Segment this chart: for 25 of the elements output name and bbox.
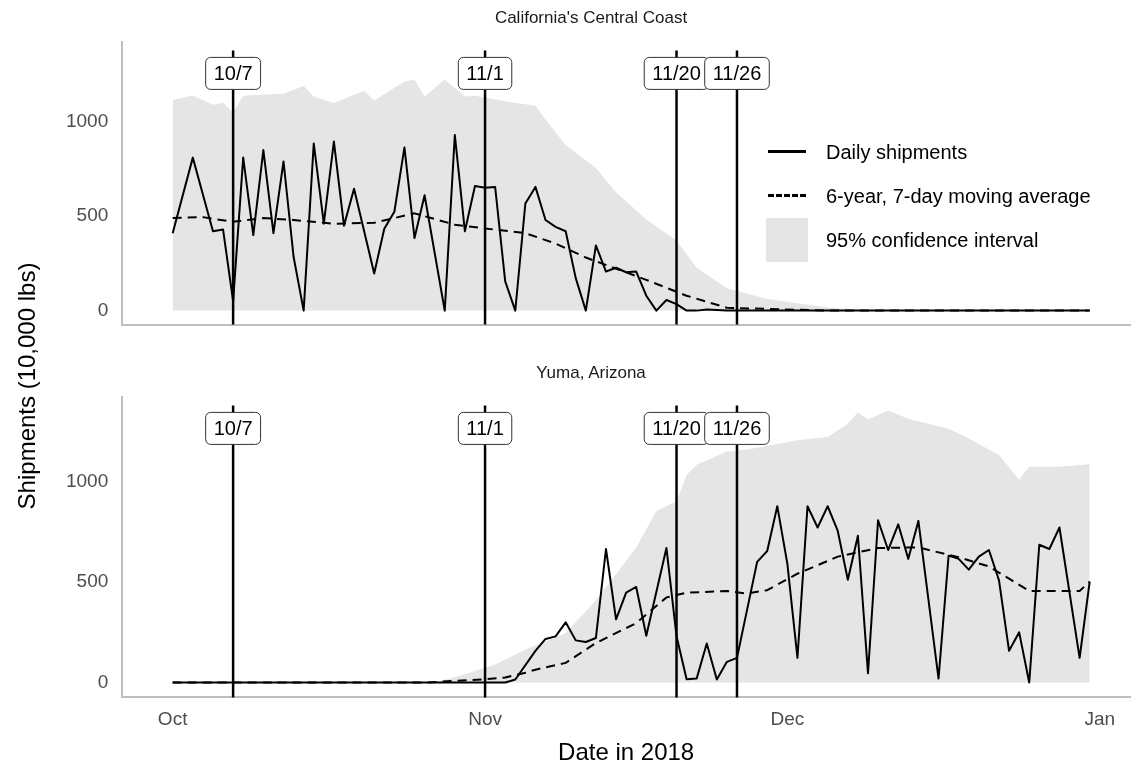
chart-title: Yuma, Arizona xyxy=(536,362,647,382)
x-tick-label: Nov xyxy=(468,708,503,730)
ref-line-label: 11/20 xyxy=(652,416,701,439)
y-tick-label: 500 xyxy=(76,204,109,226)
ref-line-label: 10/7 xyxy=(213,61,253,84)
ref-line-label: 11/1 xyxy=(466,416,504,439)
ref-line-label: 11/20 xyxy=(652,61,701,84)
ref-line-label: 11/26 xyxy=(712,416,762,439)
y-tick-label: 0 xyxy=(97,670,109,692)
x-tick-label: Dec xyxy=(770,708,805,730)
x-axis-title: Date in 2018 xyxy=(558,738,695,766)
x-tick-label: Jan xyxy=(1084,708,1116,730)
x-tick-label: Oct xyxy=(157,708,189,730)
y-tick-label: 1000 xyxy=(65,109,109,131)
y-tick-label: 0 xyxy=(97,298,109,320)
y-axis-title: Shipments (10,000 lbs) xyxy=(13,262,41,510)
ref-line-label: 10/7 xyxy=(213,416,253,439)
ref-line-label: 11/1 xyxy=(466,61,504,84)
ref-line-label: 11/26 xyxy=(712,61,762,84)
legend-label: 6-year, 7-day moving average xyxy=(826,184,1091,208)
chart-title: California's Central Coast xyxy=(494,7,688,27)
y-tick-label: 1000 xyxy=(65,469,109,491)
legend-label: 95% confidence interval xyxy=(826,228,1039,252)
y-tick-label: 500 xyxy=(76,570,109,592)
legend-label: Daily shipments xyxy=(826,140,968,164)
